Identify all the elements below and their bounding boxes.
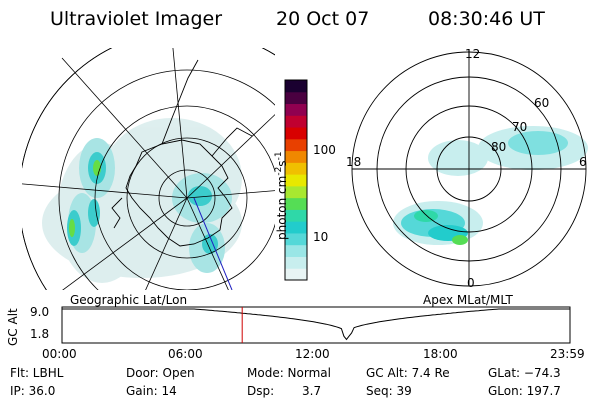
mlat-label-60: 60	[534, 96, 550, 110]
colorbar-tick-100: 100	[313, 143, 336, 157]
sequence-readout: Seq: 39	[366, 384, 412, 398]
ip-readout: IP: 36.0	[10, 384, 56, 398]
apex-polar-panel	[351, 51, 588, 287]
colorbar-step	[285, 103, 307, 116]
timeline-tick-0600: 06:00	[168, 347, 203, 361]
colorbar-step	[285, 91, 307, 105]
glon-readout: GLon: 197.7	[488, 384, 561, 398]
timeline-y-tick-top: 9.0	[30, 305, 50, 319]
colorbar-step	[285, 115, 307, 128]
colorbar-step	[285, 256, 307, 269]
timeline-y-tick-bottom: 1.8	[30, 327, 50, 341]
colorbar-unit-label: photon cm-2s-1	[274, 151, 289, 240]
mlt-label-18: 18	[346, 155, 362, 169]
mode-readout: Mode: Normal	[247, 366, 331, 380]
colorbar-step	[285, 138, 307, 152]
timeline-tick-2359: 23:59	[550, 347, 585, 361]
colorbar-step	[285, 268, 307, 281]
instrument-title: Ultraviolet Imager	[50, 8, 223, 30]
colorbar-step	[285, 80, 307, 93]
colorbar-step	[285, 174, 307, 187]
colorbar-tick-10: 10	[313, 230, 329, 244]
mlt-label-6: 6	[579, 155, 587, 169]
mlat-label-70: 70	[512, 120, 528, 134]
altitude-timeline	[61, 306, 571, 344]
filter-readout: Flt: LBHL	[10, 366, 64, 380]
timeline-tick-0000: 00:00	[42, 347, 77, 361]
colorbar	[284, 79, 308, 281]
coastline	[125, 139, 233, 247]
timeline-tick-1200: 12:00	[295, 347, 330, 361]
timeline-tick-1800: 18:00	[423, 347, 458, 361]
left-panel-caption: Geographic Lat/Lon	[70, 293, 188, 307]
colorbar-step	[285, 162, 307, 175]
colorbar-step	[285, 150, 307, 163]
time-label: 08:30:46 UT	[428, 8, 545, 30]
latitude-grid	[22, 48, 275, 290]
door-readout: Door: Open	[126, 366, 195, 380]
colorbar-step	[285, 127, 307, 140]
mlt-grid	[352, 52, 586, 286]
timeline-y-axis-label: GC Alt	[6, 308, 20, 346]
altitude-curve	[62, 308, 570, 341]
colorbar-step	[285, 244, 307, 257]
date-label: 20 Oct 07	[276, 8, 370, 30]
colorbar-step	[285, 221, 307, 234]
mlt-label-0: 0	[467, 276, 475, 290]
mlat-label-80: 80	[491, 140, 507, 154]
colorbar-step	[285, 232, 307, 246]
colorbar-step	[285, 197, 307, 210]
geographic-image-panel	[22, 48, 275, 290]
colorbar-step	[285, 209, 307, 222]
dsp-value: 3.7	[302, 384, 322, 398]
glat-readout: GLat: −74.3	[488, 366, 561, 380]
gain-readout: Gain: 14	[126, 384, 177, 398]
longitude-grid	[22, 48, 275, 290]
mlt-label-12: 12	[465, 47, 481, 61]
colorbar-step	[285, 185, 307, 199]
right-panel-caption: Apex MLat/MLT	[423, 293, 513, 307]
gc-alt-readout: GC Alt: 7.4 Re	[366, 366, 450, 380]
dsp-label: Dsp:	[247, 384, 275, 398]
